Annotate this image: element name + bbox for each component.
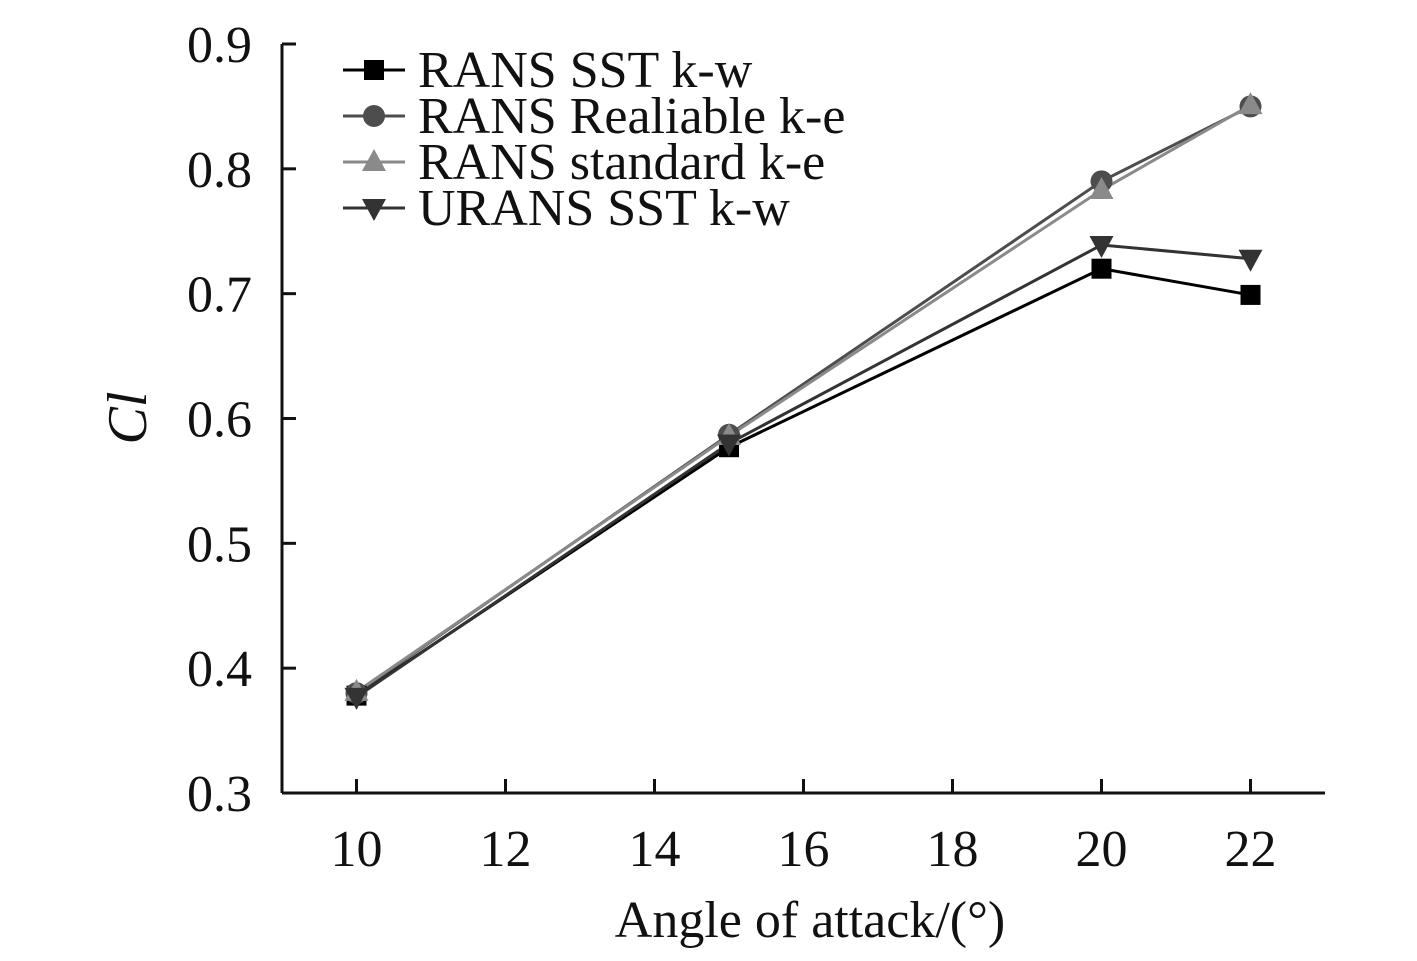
y-axis-title: Cl [97,392,159,445]
x-axis-ticks: 10 12 14 16 18 20 22 [331,779,1277,878]
data-point [1089,235,1114,258]
x-tick-label: 12 [480,821,532,878]
x-tick-label: 20 [1076,821,1128,878]
series-line [355,103,1252,694]
legend-label: RANS SST k-w [418,42,753,99]
x-axis-title: Angle of attack/(°) [615,892,1005,949]
legend-label: RANS standard k-e [418,134,825,191]
legend-marker [362,149,386,171]
y-tick-label: 0.9 [187,17,252,74]
legend-label: URANS SST k-w [418,180,790,237]
y-tick-label: 0.3 [187,766,252,823]
y-tick-label: 0.5 [187,516,252,573]
y-tick-label: 0.8 [187,142,252,199]
series-markers [344,92,1263,710]
series-line [355,267,1251,697]
data-point [717,434,741,457]
data-point [1240,284,1261,305]
data-point [1089,177,1114,200]
legend-label: RANS Realiable k-e [418,88,845,145]
y-tick-label: 0.4 [187,641,252,698]
legend-marker [362,199,386,221]
x-tick-label: 14 [629,821,681,878]
x-tick-label: 16 [778,821,830,878]
data-point [1238,249,1263,272]
legend-marker [364,60,384,80]
legend-marker [363,105,385,127]
series-lines [355,103,1252,699]
series-line [355,243,1251,699]
y-tick-label: 0.6 [187,392,252,449]
y-tick-label: 0.7 [187,267,252,324]
data-point [1091,258,1112,279]
x-tick-label: 22 [1225,821,1277,878]
y-axis-ticks: 0.3 0.4 0.5 0.6 0.7 0.8 0.9 [187,17,296,823]
x-tick-label: 18 [927,821,979,878]
data-point [1238,92,1263,115]
data-point [344,687,369,710]
x-tick-label: 10 [331,821,383,878]
